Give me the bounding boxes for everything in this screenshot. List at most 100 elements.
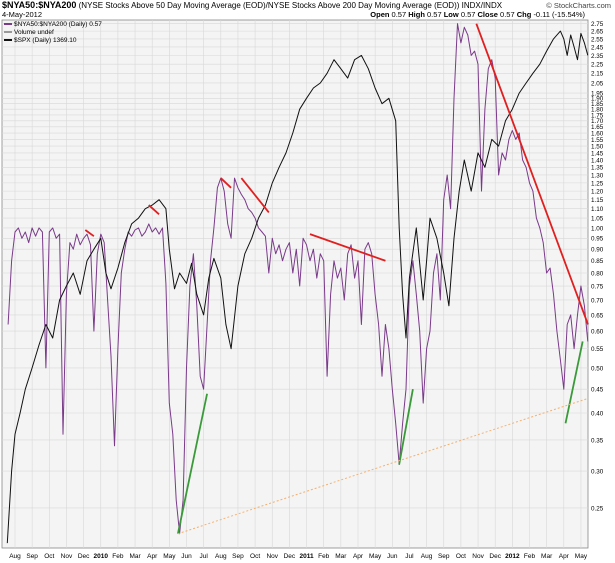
y-tick-label: 1.25 [591, 180, 604, 187]
y-tick-label: 1.55 [591, 137, 604, 144]
y-tick-label: 1.75 [591, 112, 604, 119]
y-tick-label: 1.70 [591, 118, 604, 125]
y-tick-label: 0.25 [591, 505, 604, 512]
x-tick-label: Dec [489, 553, 501, 560]
x-tick-label: Feb [524, 553, 536, 560]
x-tick-label: Jun [387, 553, 398, 560]
x-tick-label: Dec [284, 553, 296, 560]
y-tick-label: 1.20 [591, 189, 604, 196]
ohlc-readout: Open 0.57 High 0.57 Low 0.57 Close 0.57 … [370, 10, 585, 19]
x-tick-label: Aug [9, 553, 21, 560]
y-tick-label: 2.45 [591, 44, 604, 51]
y-tick-label: 2.65 [591, 29, 604, 36]
brand-credit: © StockCharts.com [546, 1, 611, 10]
high-label: High [408, 10, 425, 19]
red-trendline [309, 233, 386, 262]
volume-swatch-icon [4, 31, 12, 34]
y-tick-label: 0.35 [591, 437, 604, 444]
y-tick-label: 0.90 [591, 247, 604, 254]
y-tick-label: 0.85 [591, 258, 604, 265]
green-trendline [564, 341, 584, 424]
green-trendline [177, 393, 208, 534]
y-tick-label: 0.70 [591, 297, 604, 304]
x-tick-label: Nov [61, 553, 73, 560]
x-tick-label: Nov [472, 553, 484, 560]
green-trendline [398, 389, 414, 465]
symbol-description: (NYSE Stocks Above 50 Day Moving Average… [78, 1, 503, 10]
x-tick-label: Oct [250, 553, 260, 560]
y-tick-label: 1.95 [591, 90, 604, 97]
high-value: 0.57 [427, 10, 442, 19]
red-trendline [84, 229, 95, 237]
legend-volume: Volume undef [4, 29, 102, 37]
red-trendline [240, 177, 270, 213]
y-axis: 0.25 0.30 0.35 0.40 0.45 0.50 0.55 0.60 0.65 0.70… [591, 21, 604, 512]
spx-swatch-icon [4, 39, 12, 42]
open-value: 0.57 [391, 10, 407, 19]
y-tick-label: 1.40 [591, 157, 604, 164]
spx-series-line [6, 30, 589, 544]
x-tick-label: Sep [232, 553, 244, 560]
x-tick-label: Dec [78, 553, 90, 560]
legend-volume-label: Volume undef [14, 29, 54, 36]
x-tick-label: Mar [541, 553, 553, 560]
x-tick-label: Jul [199, 553, 208, 560]
x-tick-label: Aug [421, 553, 433, 560]
x-tick-label: May [369, 553, 382, 560]
red-trendline [148, 204, 160, 215]
x-tick-label: Oct [44, 553, 54, 560]
chart-date: 4-May-2012 [2, 10, 43, 19]
x-tick-label: Mar [129, 553, 141, 560]
legend-spx: $SPX (Daily) 1369.10 [4, 37, 102, 45]
y-tick-label: 1.00 [591, 225, 604, 232]
y-tick-label: 0.80 [591, 270, 604, 277]
chg-value: -0.11 (-15.54%) [533, 10, 585, 19]
x-tick-label: Sep [438, 553, 450, 560]
x-tick-label: Jun [181, 553, 192, 560]
x-tick-label: Apr [147, 553, 158, 560]
x-axis: Aug Sep Oct Nov Dec 2010 Feb Mar Apr May Jun Jul Aug… [9, 553, 588, 560]
x-tick-label: Feb [112, 553, 124, 560]
red-trendline [220, 177, 232, 189]
y-tick-label: 2.15 [591, 71, 604, 78]
symbol-label: $NYA50:$NYA200 [2, 0, 77, 10]
ratio-swatch-icon [4, 23, 12, 26]
legend-spx-label: $SPX (Daily) 1369.10 [14, 37, 77, 44]
y-tick-label: 2.75 [591, 21, 604, 28]
x-tick-label: Mar [335, 553, 347, 560]
x-tick-label: Aug [215, 553, 227, 560]
y-tick-label: 1.35 [591, 165, 604, 172]
red-trendline [475, 23, 589, 325]
y-tick-label: 1.30 [591, 172, 604, 179]
x-tick-label: Apr [353, 553, 364, 560]
y-tick-label: 1.05 [591, 215, 604, 222]
y-tick-label: 1.80 [591, 107, 604, 114]
y-tick-label: 2.55 [591, 36, 604, 43]
y-tick-label: 0.40 [591, 410, 604, 417]
y-tick-label: 2.25 [591, 62, 604, 69]
x-tick-label: Sep [26, 553, 38, 560]
open-label: Open [370, 10, 390, 19]
y-tick-label: 1.65 [591, 124, 604, 131]
chart-title-line: $NYA50:$NYA200 (NYSE Stocks Above 50 Day… [2, 0, 503, 11]
y-tick-label: 0.95 [591, 236, 604, 243]
y-tick-label: 0.55 [591, 346, 604, 353]
x-tick-label: Apr [559, 553, 570, 560]
chart-legend: $NYA50:$NYA200 (Daily) 0.57 Volume undef… [4, 21, 102, 45]
x-tick-label: 2010 [94, 553, 109, 560]
y-tick-label: 0.65 [591, 312, 604, 319]
y-tick-label: 1.90 [591, 96, 604, 103]
x-tick-label: May [575, 553, 588, 560]
legend-ratio: $NYA50:$NYA200 (Daily) 0.57 [4, 21, 102, 29]
plot-area [1, 19, 589, 549]
y-tick-label: 1.45 [591, 150, 604, 157]
x-tick-label: Nov [266, 553, 278, 560]
y-tick-label: 0.30 [591, 468, 604, 475]
y-tick-label: 0.75 [591, 283, 604, 290]
y-tick-label: 0.45 [591, 387, 604, 394]
x-tick-label: May [163, 553, 176, 560]
x-tick-label: Jul [405, 553, 414, 560]
trendline-layer [84, 23, 589, 535]
x-tick-label: Oct [456, 553, 466, 560]
